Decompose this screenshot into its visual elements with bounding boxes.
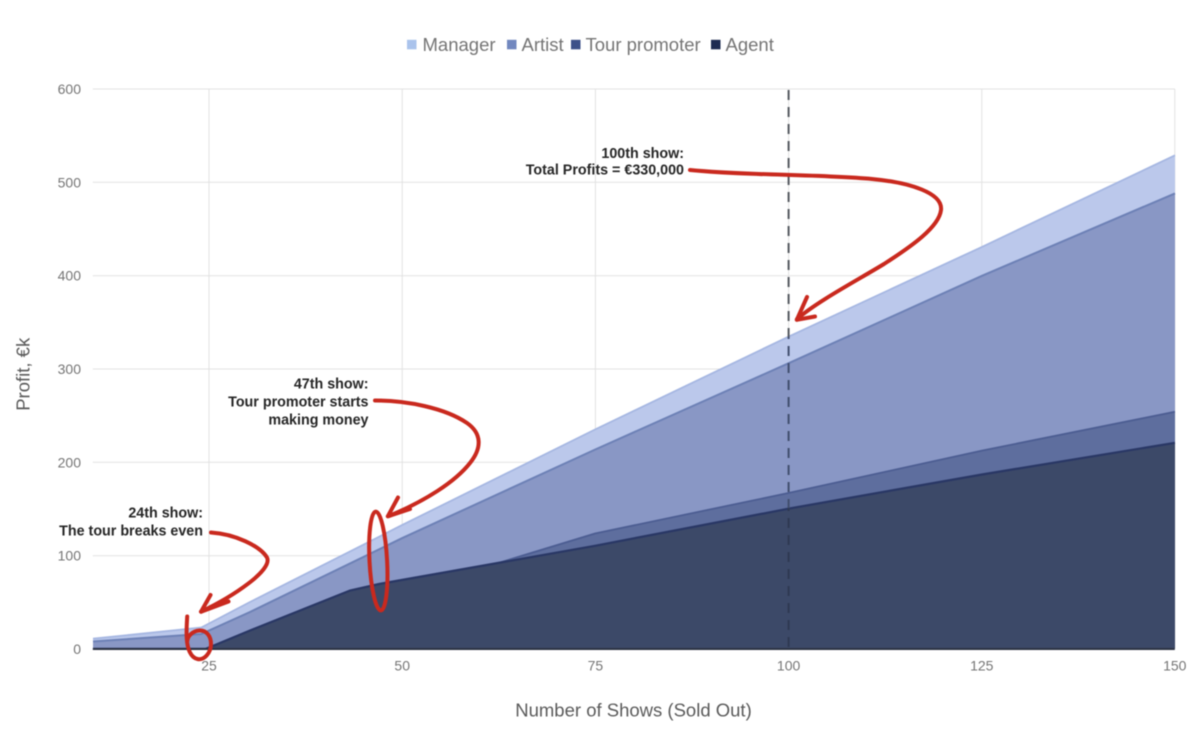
svg-text:300: 300 bbox=[58, 361, 82, 377]
svg-text:200: 200 bbox=[58, 454, 82, 470]
svg-text:25: 25 bbox=[201, 658, 217, 674]
svg-text:Manager: Manager bbox=[423, 34, 496, 55]
svg-text:making money: making money bbox=[268, 412, 368, 428]
svg-text:Tour promoter: Tour promoter bbox=[586, 34, 701, 55]
svg-text:Agent: Agent bbox=[726, 34, 774, 55]
svg-text:Profit, €k: Profit, €k bbox=[12, 337, 33, 411]
svg-text:47th show:: 47th show: bbox=[294, 377, 369, 393]
svg-text:Total Profits = €330,000: Total Profits = €330,000 bbox=[526, 163, 684, 179]
svg-text:Artist: Artist bbox=[522, 34, 564, 55]
svg-text:50: 50 bbox=[394, 658, 410, 674]
svg-text:24th show:: 24th show: bbox=[128, 505, 203, 521]
svg-text:600: 600 bbox=[58, 81, 82, 97]
svg-text:100: 100 bbox=[777, 658, 801, 674]
svg-text:500: 500 bbox=[58, 174, 82, 190]
svg-text:150: 150 bbox=[1163, 658, 1187, 674]
svg-text:0: 0 bbox=[73, 641, 81, 657]
svg-text:The tour breaks even: The tour breaks even bbox=[59, 524, 203, 540]
svg-text:125: 125 bbox=[970, 658, 994, 674]
svg-text:100th show:: 100th show: bbox=[601, 146, 684, 162]
svg-text:Tour promoter starts: Tour promoter starts bbox=[228, 395, 368, 411]
svg-text:75: 75 bbox=[588, 658, 604, 674]
svg-text:100: 100 bbox=[58, 548, 82, 564]
svg-text:400: 400 bbox=[58, 268, 82, 284]
svg-text:Number of Shows (Sold Out): Number of Shows (Sold Out) bbox=[515, 700, 751, 721]
